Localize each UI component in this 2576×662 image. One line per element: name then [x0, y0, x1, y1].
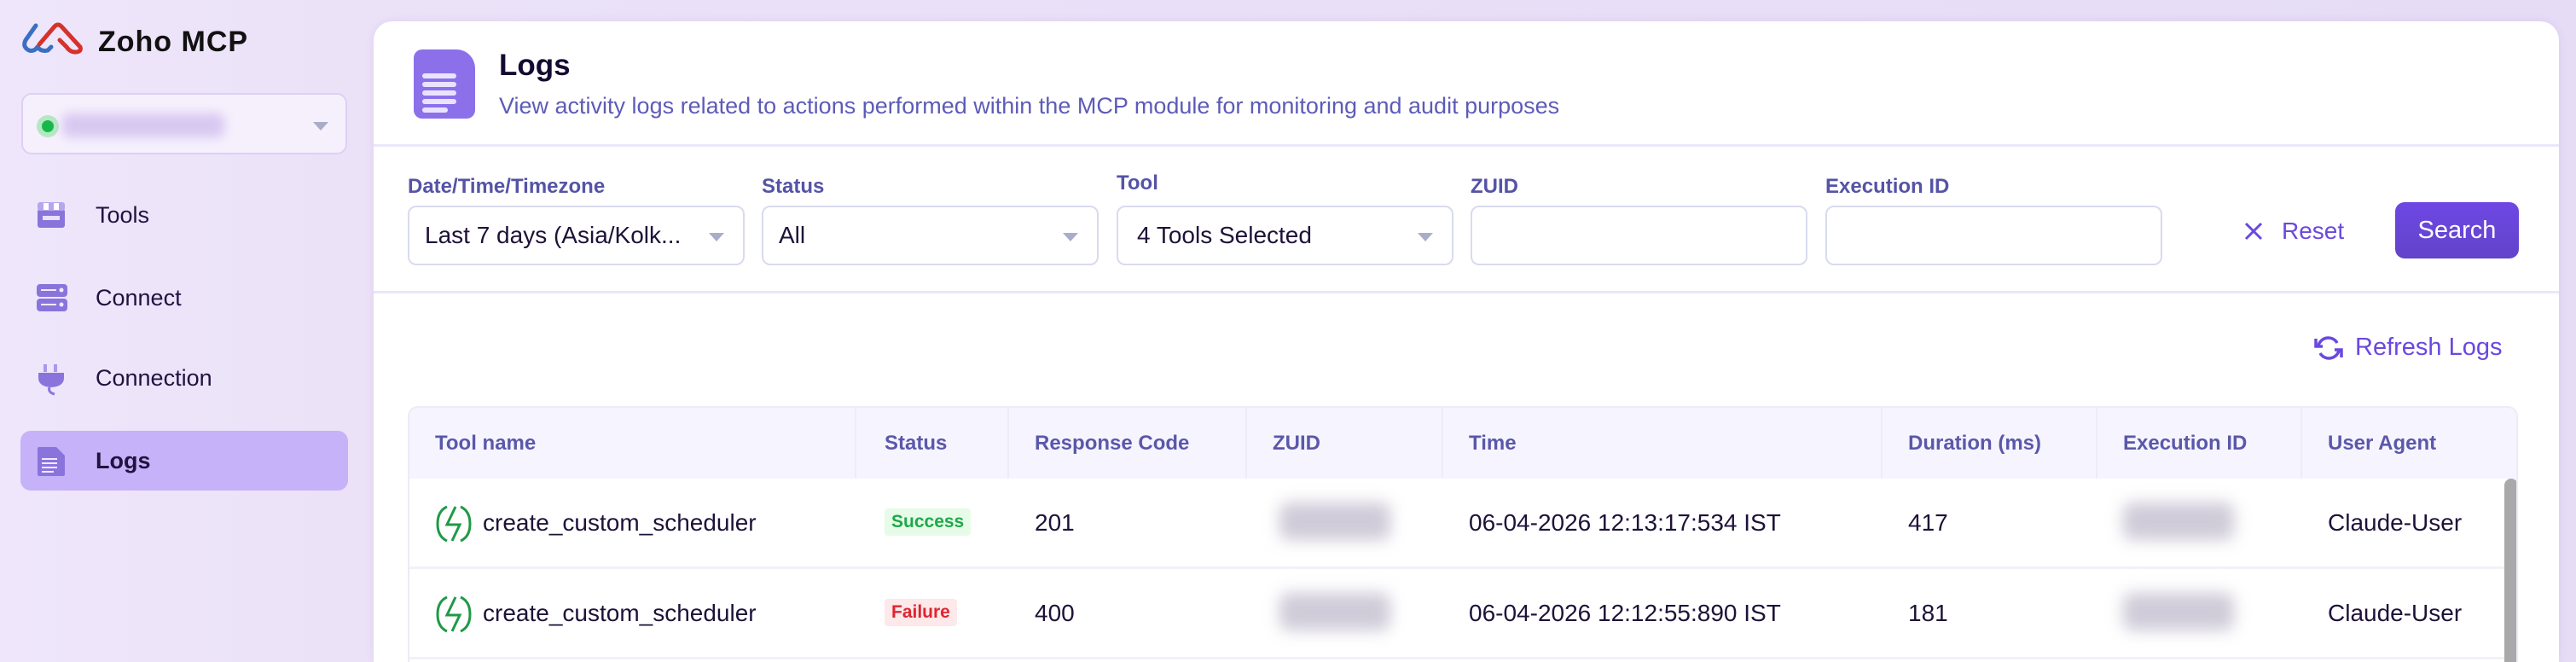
response-code: 400	[1035, 600, 1075, 626]
status-filter-select[interactable]: All	[762, 206, 1099, 265]
zuid-filter-label: ZUID	[1471, 175, 1518, 198]
zuid-input[interactable]	[1471, 206, 1807, 265]
status-badge: Success	[885, 508, 972, 536]
table-row[interactable]: create_custom_scheduler Failure 400 06-0…	[409, 569, 2516, 659]
user-agent: Claude-User	[2328, 509, 2463, 536]
column-header-time: Time	[1469, 432, 1517, 455]
table-scrollbar[interactable]	[2504, 479, 2516, 662]
logs-table: Tool name Status Response Code ZUID Time…	[408, 406, 2518, 662]
plug-icon	[36, 363, 67, 396]
logs-panel: Logs View activity logs related to actio…	[374, 21, 2559, 662]
sidebar-item-label: Connection	[96, 364, 212, 391]
sidebar-item-logs[interactable]: Logs	[20, 431, 348, 491]
column-header-zuid: ZUID	[1273, 432, 1320, 455]
date-filter-value: Last 7 days (Asia/Kolk...	[425, 222, 682, 248]
date-filter-label: Date/Time/Timezone	[408, 175, 606, 198]
duration: 417	[1908, 509, 1948, 536]
sidebar-item-label: Connect	[96, 284, 182, 311]
scheduler-tool-icon	[436, 595, 472, 633]
chevron-down-icon	[1418, 233, 1433, 241]
column-header-execution-id: Execution ID	[2123, 432, 2248, 455]
sidebar-item-tools[interactable]: Tools	[20, 185, 348, 245]
org-name-redacted	[62, 113, 224, 137]
close-icon	[2244, 222, 2263, 241]
reset-button[interactable]: Reset	[2244, 218, 2344, 245]
execution-id-redacted	[2123, 593, 2234, 630]
column-header-response-code: Response Code	[1035, 432, 1190, 455]
app-name: Zoho MCP	[98, 26, 249, 58]
page-subtitle: View activity logs related to actions pe…	[499, 93, 1560, 119]
duration: 181	[1908, 600, 1948, 626]
sidebar: Zoho MCP Tools Connect Connection Logs	[0, 0, 372, 662]
sidebar-item-label: Logs	[96, 447, 151, 473]
column-header-user-agent: User Agent	[2328, 432, 2437, 455]
status-badge: Failure	[885, 599, 957, 626]
execution-id-filter-label: Execution ID	[1825, 175, 1950, 198]
page-title: Logs	[499, 49, 571, 82]
tool-filter-value: 4 Tools Selected	[1137, 222, 1312, 248]
table-row[interactable]: create_custom_scheduler Success 201 06-0…	[409, 479, 2516, 569]
chevron-down-icon	[709, 233, 724, 241]
search-button[interactable]: Search	[2395, 202, 2519, 258]
sidebar-item-label: Tools	[96, 201, 150, 228]
log-time: 06-04-2026 12:13:17:534 IST	[1469, 509, 1781, 536]
column-header-duration: Duration (ms)	[1908, 432, 2041, 455]
tool-filter-select[interactable]: 4 Tools Selected	[1117, 206, 1453, 265]
sidebar-item-connect[interactable]: Connect	[20, 268, 348, 328]
execution-id-input[interactable]	[1825, 206, 2162, 265]
status-dot-icon	[37, 115, 59, 137]
refresh-logs-button[interactable]: Refresh Logs	[2314, 334, 2503, 362]
zoho-logo	[22, 22, 83, 55]
refresh-icon	[2314, 335, 2343, 360]
tool-filter-label: Tool	[1117, 171, 1158, 195]
status-filter-label: Status	[762, 175, 825, 198]
execution-id-redacted	[2123, 502, 2234, 540]
server-icon	[36, 283, 67, 312]
chevron-down-icon	[1063, 233, 1078, 241]
column-header-status: Status	[885, 432, 948, 455]
log-time: 06-04-2026 12:12:55:890 IST	[1469, 600, 1781, 626]
scheduler-tool-icon	[436, 505, 472, 543]
tool-name: create_custom_scheduler	[483, 509, 757, 536]
table-header: Tool name Status Response Code ZUID Time…	[409, 408, 2516, 479]
tool-name: create_custom_scheduler	[483, 600, 757, 626]
header-divider	[374, 144, 2559, 147]
zuid-redacted	[1279, 502, 1390, 540]
sidebar-item-connection[interactable]: Connection	[20, 348, 348, 408]
org-selector[interactable]	[21, 93, 347, 154]
zuid-redacted	[1279, 593, 1390, 630]
date-filter-select[interactable]: Last 7 days (Asia/Kolk...	[408, 206, 745, 265]
logs-document-icon	[414, 49, 475, 119]
document-icon	[36, 446, 67, 476]
filter-divider	[374, 291, 2559, 293]
user-agent: Claude-User	[2328, 600, 2463, 626]
status-filter-value: All	[779, 222, 806, 248]
chevron-down-icon	[313, 122, 328, 131]
storefront-icon	[36, 200, 67, 229]
response-code: 201	[1035, 509, 1075, 536]
column-header-tool-name: Tool name	[435, 432, 537, 455]
